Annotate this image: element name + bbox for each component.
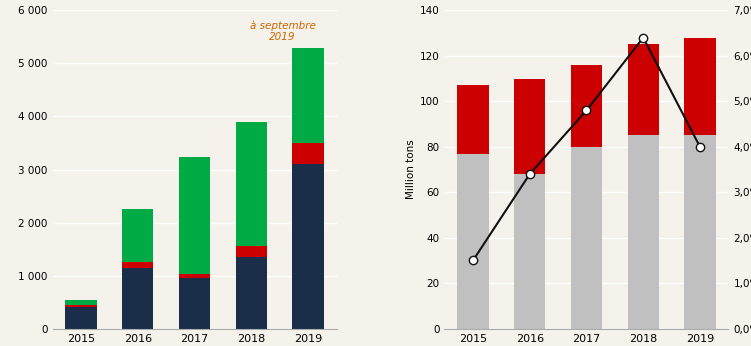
Bar — [457, 154, 489, 329]
Bar — [571, 147, 602, 329]
Bar — [457, 85, 489, 154]
Bar — [179, 278, 210, 329]
Bar — [65, 308, 97, 329]
Bar — [292, 164, 324, 329]
Bar — [65, 300, 97, 305]
Bar — [684, 135, 716, 329]
Bar — [65, 305, 97, 308]
Bar — [684, 38, 716, 135]
Bar — [292, 143, 324, 164]
Bar — [179, 157, 210, 274]
Text: à septembre
2019: à septembre 2019 — [249, 20, 315, 42]
Bar — [122, 262, 153, 268]
Bar — [122, 268, 153, 329]
Bar — [514, 79, 545, 174]
Bar — [292, 47, 324, 143]
Bar — [514, 174, 545, 329]
Bar — [122, 209, 153, 262]
Bar — [179, 274, 210, 278]
Bar — [236, 257, 267, 329]
Bar — [571, 65, 602, 147]
Bar — [628, 135, 659, 329]
Bar — [236, 122, 267, 246]
Bar — [628, 45, 659, 135]
Bar — [236, 246, 267, 257]
Y-axis label: Million tons: Million tons — [406, 140, 416, 199]
